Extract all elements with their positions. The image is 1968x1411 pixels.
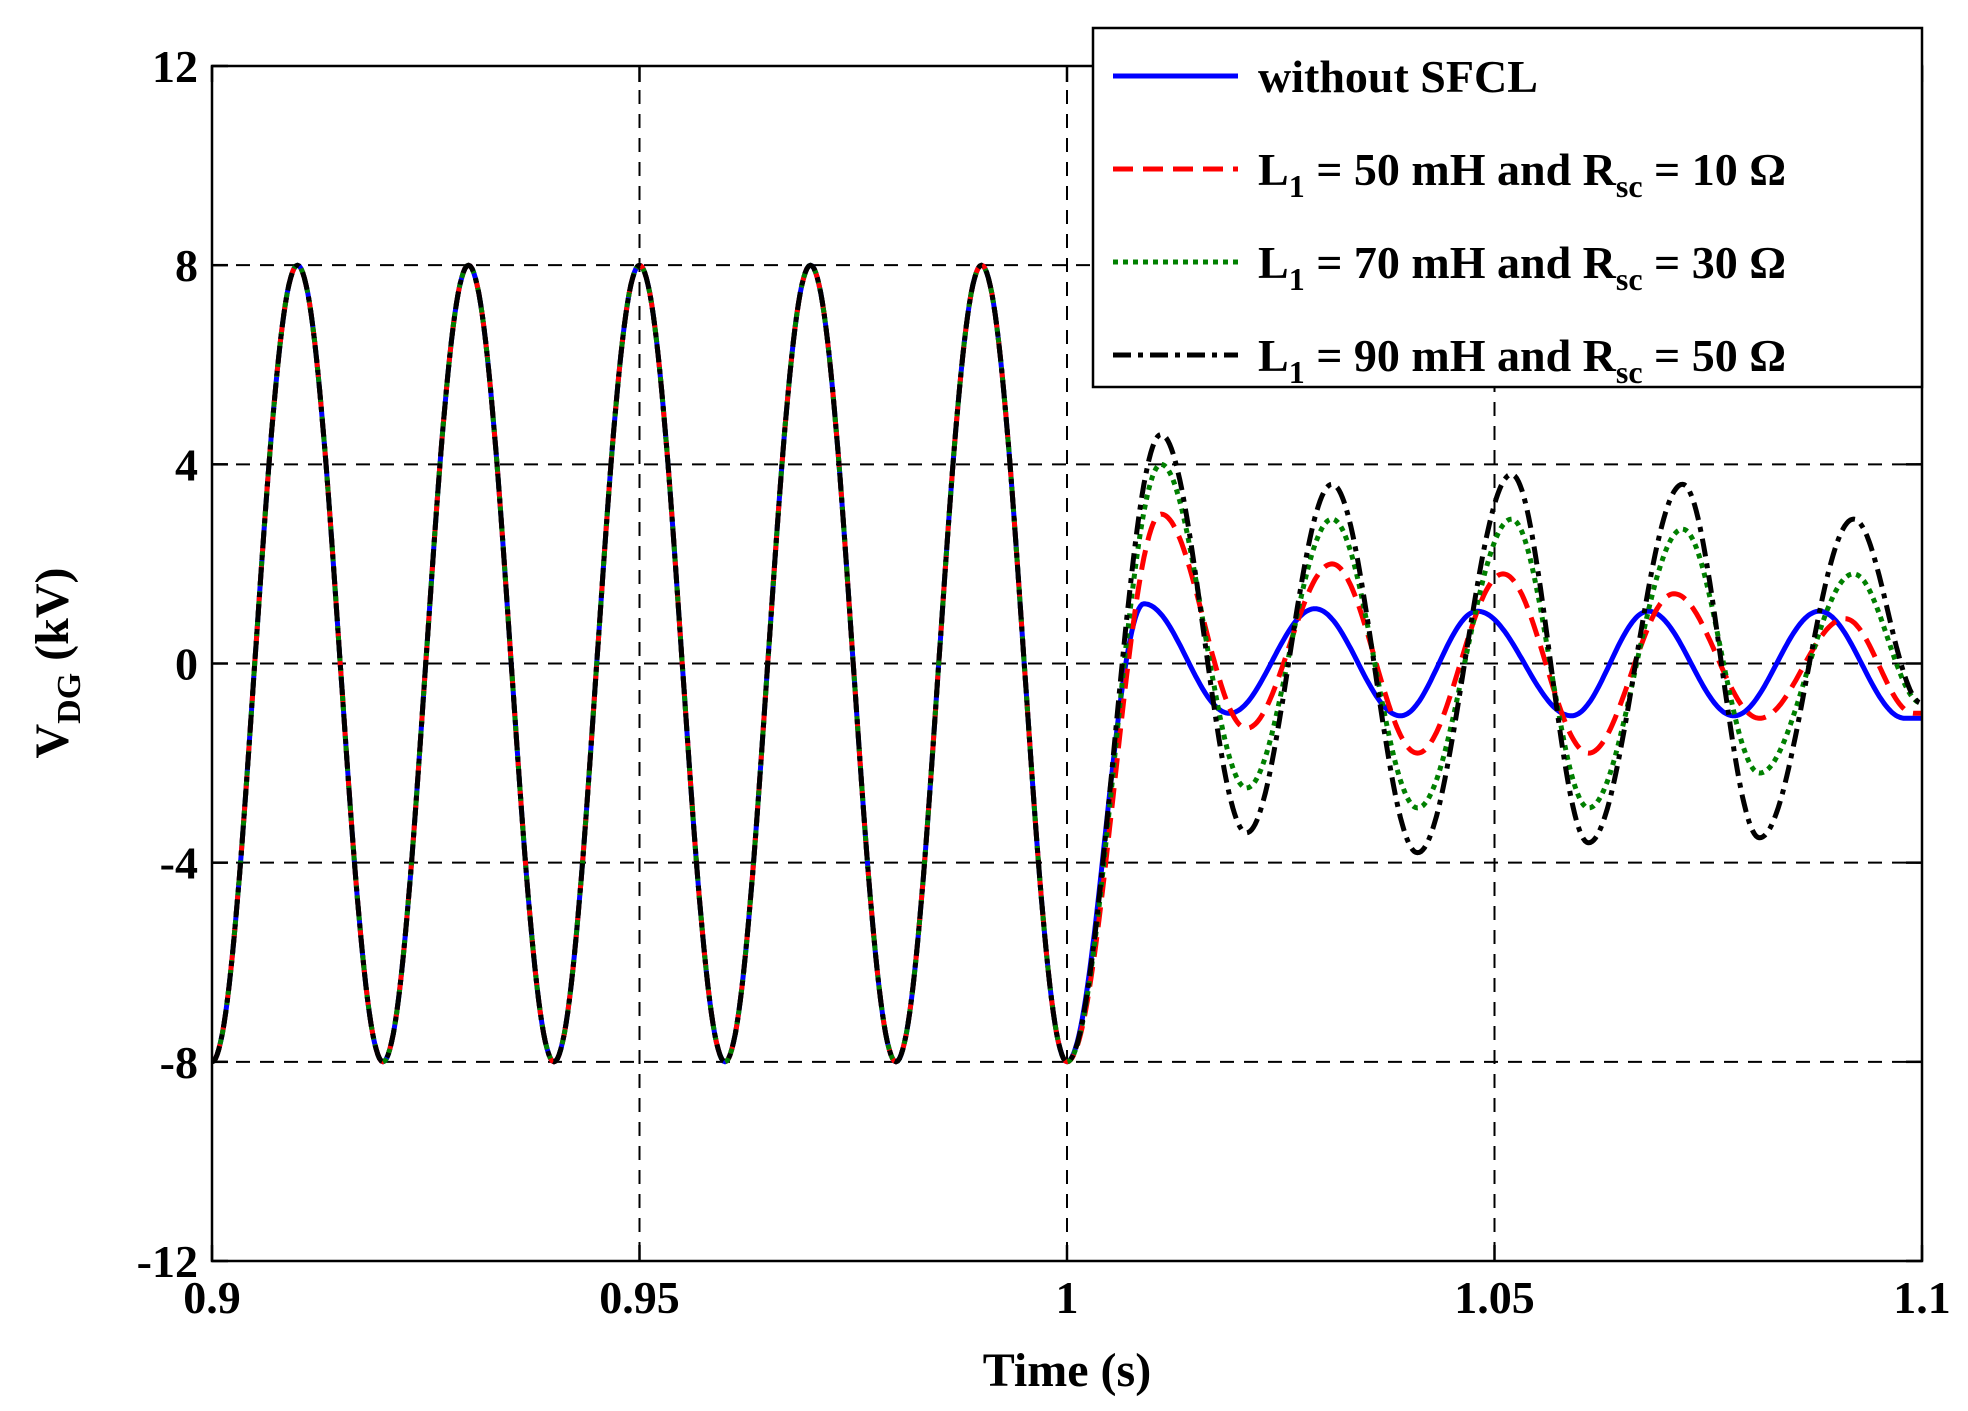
legend-text: = 10 Ω [1643,144,1787,195]
series-line-4 [210,262,1923,1065]
legend-text: L [1258,237,1289,288]
x-tick-label: 1.1 [1893,1272,1951,1323]
legend-text: L [1258,144,1289,195]
legend-box [1091,26,1924,389]
x-tick-label: 0.95 [599,1272,680,1323]
legend-label-4: L1 = 90 mH and Rsc = 50 Ω [1258,330,1786,390]
y-tick-label: 0 [175,639,198,690]
y-axis-title-unit: (kV) [26,568,79,673]
y-tick-labels: -12 -8 -4 0 4 8 12 [137,41,198,1287]
x-axis-title: Time (s) [983,1344,1151,1397]
legend-subscript: 1 [1289,354,1305,390]
x-tick-labels: 0.9 0.95 1 1.05 1.1 [183,1272,1951,1323]
legend-text: = 30 Ω [1643,237,1787,288]
y-tick-label: -12 [137,1236,198,1287]
data-series [210,262,1923,1065]
legend-label-3: L1 = 70 mH and Rsc = 30 Ω [1258,237,1786,297]
y-axis-title: VDG (kV) [26,568,88,759]
legend-text: = 90 mH and R [1305,330,1617,381]
y-axis-title-subscript: DG [51,673,88,724]
y-tick-label: -4 [160,838,198,889]
legend-label-2: L1 = 50 mH and Rsc = 10 Ω [1258,144,1786,204]
legend-subscript: sc [1616,261,1643,297]
legend-text: = 50 mH and R [1305,144,1617,195]
legend-subscript: 1 [1289,168,1305,204]
legend-text: = 50 Ω [1643,330,1787,381]
x-tick-label: 1.05 [1454,1272,1535,1323]
y-tick-label: 4 [175,439,198,490]
x-tick-label: 0.9 [183,1272,241,1323]
legend-label-1: without SFCL [1258,51,1538,102]
legend-subscript: sc [1616,168,1643,204]
y-axis-title-main: V [26,724,79,759]
y-tick-label: 8 [175,240,198,291]
legend-text: L [1258,330,1289,381]
legend-subscript: 1 [1289,261,1305,297]
y-tick-label: -8 [160,1037,198,1088]
legend-text: = 70 mH and R [1305,237,1617,288]
legend-subscript: sc [1616,354,1643,390]
x-tick-label: 1 [1056,1272,1079,1323]
y-tick-label: 12 [152,41,198,92]
legend-text: without SFCL [1258,51,1538,102]
